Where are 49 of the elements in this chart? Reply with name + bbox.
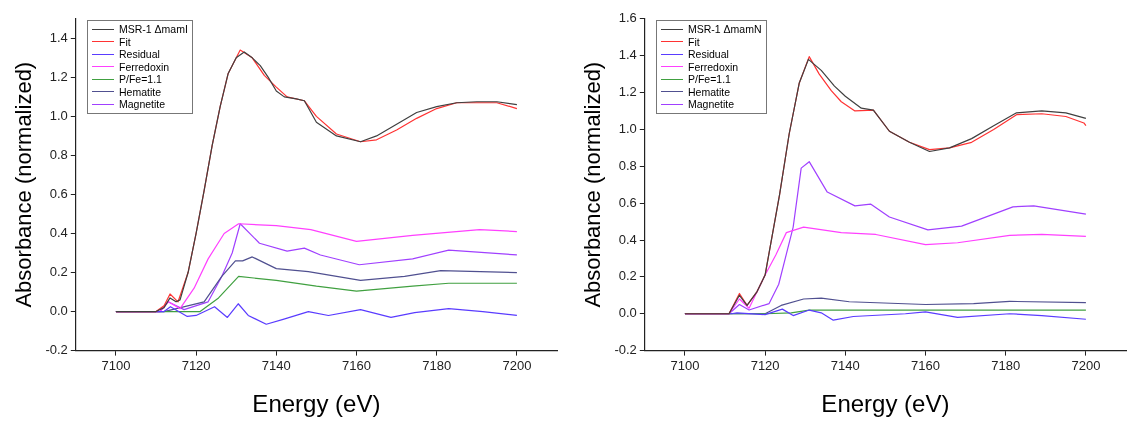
y-tick-label: 1.4 bbox=[49, 29, 68, 45]
x-tick-label: 7200 bbox=[502, 357, 532, 373]
y-tick-label: 1.0 bbox=[618, 120, 637, 136]
y-tick-label: 0.6 bbox=[49, 186, 68, 202]
x-tick-label: 7100 bbox=[101, 357, 131, 373]
legend-label: Hematite bbox=[688, 85, 731, 98]
y-axis-title: Absorbance (normalized) bbox=[580, 61, 606, 308]
x-tick-label: 7140 bbox=[261, 357, 291, 373]
legend-label: Fit bbox=[119, 35, 131, 48]
legend-label: Fit bbox=[688, 35, 700, 48]
x-tick-label: 7140 bbox=[830, 357, 860, 373]
legend-label: Magnetite bbox=[119, 98, 166, 111]
x-tick-label: 7160 bbox=[342, 357, 371, 373]
x-axis-title: Energy (eV) bbox=[821, 390, 950, 418]
x-tick-label: 7120 bbox=[181, 357, 211, 373]
y-tick-label: 0.0 bbox=[49, 303, 68, 319]
y-tick-label: 0.2 bbox=[49, 264, 68, 280]
y-tick-label: 1.4 bbox=[618, 47, 637, 63]
legend-label: Ferredoxin bbox=[688, 60, 739, 73]
x-tick-label: 7180 bbox=[991, 357, 1021, 373]
legend-label: MSR-1 ΔmamI bbox=[119, 23, 188, 36]
legend-label: Residual bbox=[119, 48, 160, 61]
x-tick-label: 7120 bbox=[750, 357, 780, 373]
legend-label: Residual bbox=[688, 48, 729, 61]
y-tick-label: 0.8 bbox=[49, 147, 68, 162]
y-tick-label: 0.4 bbox=[618, 231, 637, 247]
y-tick-label: -0.2 bbox=[45, 342, 68, 358]
y-tick-label: -0.2 bbox=[614, 342, 637, 358]
legend-label: Magnetite bbox=[688, 98, 735, 111]
legend-label: P/Fe=1.1 bbox=[688, 73, 731, 86]
x-tick-label: 7180 bbox=[422, 357, 452, 373]
legend-label: Hematite bbox=[119, 85, 162, 98]
x-tick-label: 7200 bbox=[1071, 357, 1101, 373]
x-tick-label: 7100 bbox=[670, 357, 700, 373]
legend-label: P/Fe=1.1 bbox=[119, 73, 162, 86]
y-tick-label: 0.2 bbox=[618, 268, 637, 284]
y-tick-label: 0.0 bbox=[618, 305, 637, 321]
y-tick-label: 1.2 bbox=[618, 84, 637, 100]
y-tick-label: 0.6 bbox=[618, 194, 637, 210]
y-tick-label: 0.4 bbox=[49, 225, 68, 241]
y-tick-label: 1.2 bbox=[49, 68, 68, 84]
y-tick-label: 1.0 bbox=[49, 107, 68, 123]
y-axis-title: Absorbance (normalized) bbox=[11, 61, 37, 308]
x-tick-label: 7160 bbox=[911, 357, 940, 373]
legend-label: MSR-1 ΔmamN bbox=[688, 23, 762, 36]
y-tick-label: 1.6 bbox=[618, 10, 637, 26]
y-tick-label: 0.8 bbox=[618, 157, 637, 173]
legend-label: Ferredoxin bbox=[119, 60, 170, 73]
x-axis-title: Energy (eV) bbox=[252, 390, 381, 418]
